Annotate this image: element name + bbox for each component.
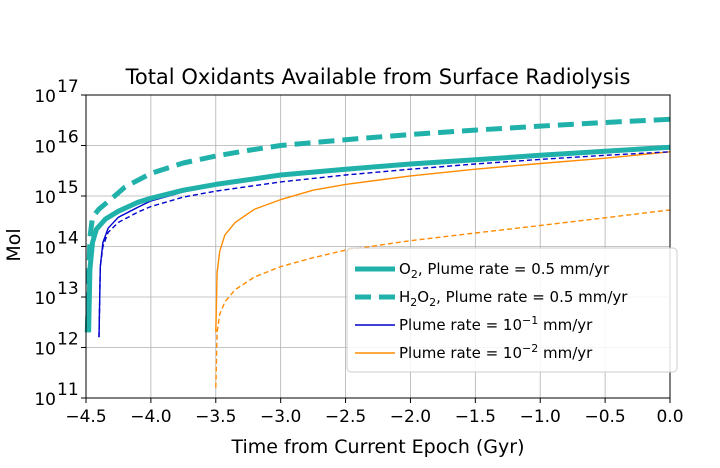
legend-label: Plume rate = 10−1 mm/yr xyxy=(399,314,593,334)
x-tick-label: −0.5 xyxy=(584,407,625,427)
y-tick-label: 10 xyxy=(34,138,56,158)
y-tick-label: 10 xyxy=(34,340,56,360)
y-axis-label: Mol xyxy=(3,228,25,261)
x-ticks: −4.5 −4.0 −3.5 −3.0 −2.5 −2.0 −1.5 −1.0 −0.5 0.0 xyxy=(65,398,684,427)
x-tick-label: −4.5 xyxy=(65,407,106,427)
legend-box xyxy=(346,247,678,373)
series-line-h2o2_001 xyxy=(215,209,671,388)
legend-label-pre: H xyxy=(399,288,410,306)
y-tick-exponent: 12 xyxy=(57,330,79,350)
y-tick-exponent: 16 xyxy=(57,128,79,148)
x-tick-label: −3.0 xyxy=(260,407,301,427)
legend-label-sup: −1 xyxy=(522,314,538,327)
series-line-h2o2_01 xyxy=(98,151,671,338)
y-tick-label: 10 xyxy=(34,239,56,259)
y-tick-base: 10 xyxy=(34,340,56,360)
chart-title: Total Oxidants Available from Surface Ra… xyxy=(125,65,631,89)
legend-label: H2O2, Plume rate = 0.5 mm/yr xyxy=(399,288,628,309)
y-tick-exponent: 17 xyxy=(57,77,79,97)
legend-label: Plume rate = 10−2 mm/yr xyxy=(399,342,593,362)
x-tick-label: 0.0 xyxy=(656,407,683,427)
legend-label-mid: O xyxy=(417,288,429,306)
y-tick-base: 10 xyxy=(34,188,56,208)
y-tick-exponent: 13 xyxy=(57,279,79,299)
y-tick-base: 10 xyxy=(34,239,56,259)
y-tick-exponent: 11 xyxy=(57,380,79,400)
x-tick-label: −4.0 xyxy=(130,407,171,427)
y-tick-exponent: 14 xyxy=(57,229,79,249)
legend-label-pre: Plume rate = 10 xyxy=(399,316,522,334)
series-line-o2_001 xyxy=(215,151,671,333)
legend-label-sub2: 2 xyxy=(429,296,436,309)
series-line-h2o2_05 xyxy=(84,116,671,333)
legend-label-tail: mm/yr xyxy=(538,344,593,362)
y-tick-label: 10 xyxy=(34,188,56,208)
y-tick-base: 10 xyxy=(34,87,56,107)
legend-label-tail: mm/yr xyxy=(538,316,593,334)
x-tick-label: −2.5 xyxy=(325,407,366,427)
x-tick-label: −1.0 xyxy=(520,407,561,427)
series-line-o2_05 xyxy=(86,144,671,333)
legend-label-post: , Plume rate = 0.5 mm/yr xyxy=(418,260,610,278)
y-tick-base: 10 xyxy=(34,289,56,309)
legend-label-pre: Plume rate = 10 xyxy=(399,344,522,362)
legend-label-pre: O xyxy=(399,260,411,278)
legend-label: O2, Plume rate = 0.5 mm/yr xyxy=(399,260,610,281)
x-axis-label: Time from Current Epoch (Gyr) xyxy=(230,436,524,458)
legend-label-post: , Plume rate = 0.5 mm/yr xyxy=(436,288,628,306)
y-tick-label: 10 xyxy=(34,390,56,410)
x-tick-label: −2.0 xyxy=(390,407,431,427)
legend-label-sub1: 2 xyxy=(410,296,417,309)
x-tick-label: −1.5 xyxy=(455,407,496,427)
legend-label-sub1: 2 xyxy=(411,268,418,281)
y-tick-label: 10 xyxy=(34,289,56,309)
y-tick-label: 10 xyxy=(34,87,56,107)
y-tick-base: 10 xyxy=(34,390,56,410)
x-tick-label: −3.5 xyxy=(195,407,236,427)
series-layer xyxy=(84,116,671,388)
y-tick-base: 10 xyxy=(34,138,56,158)
y-tick-exponent: 15 xyxy=(57,178,79,198)
legend-label-sup: −2 xyxy=(522,342,538,355)
